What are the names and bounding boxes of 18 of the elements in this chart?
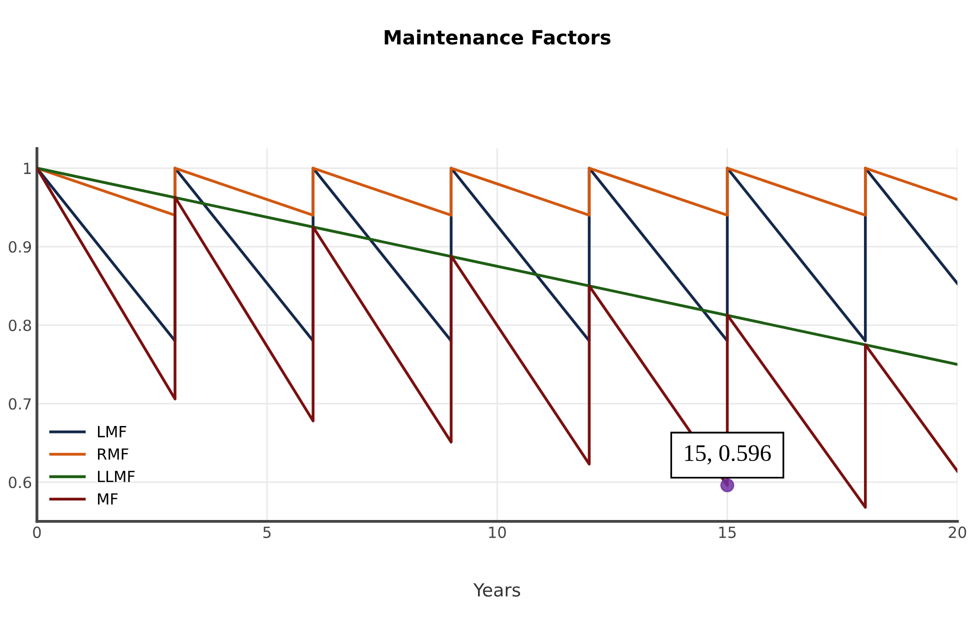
legend-label: LLMF — [98, 470, 135, 482]
x-tick-label: 10 — [489, 526, 506, 538]
y-tick-label: 0.6 — [8, 476, 32, 488]
legend-label: RMF — [98, 448, 128, 460]
annotation: 15, 0.596 — [685, 445, 771, 464]
y-tick-label: 0.9 — [8, 241, 31, 253]
chart-title: Maintenance Factors — [384, 30, 610, 45]
y-tick-label: 0.8 — [8, 320, 32, 332]
x-tick-label: 0 — [33, 526, 41, 538]
x-axis-title: Years — [473, 583, 520, 597]
legend-label: LMF — [98, 426, 126, 438]
legend-label: MF — [98, 493, 118, 504]
y-tick-label: 1 — [24, 162, 31, 174]
x-tick-label: 20 — [948, 526, 966, 538]
y-tick-label: 0.7 — [8, 398, 31, 410]
line-series — [36, 166, 958, 509]
x-tick-label: 15 — [719, 526, 736, 538]
x-tick-label: 5 — [263, 526, 271, 538]
